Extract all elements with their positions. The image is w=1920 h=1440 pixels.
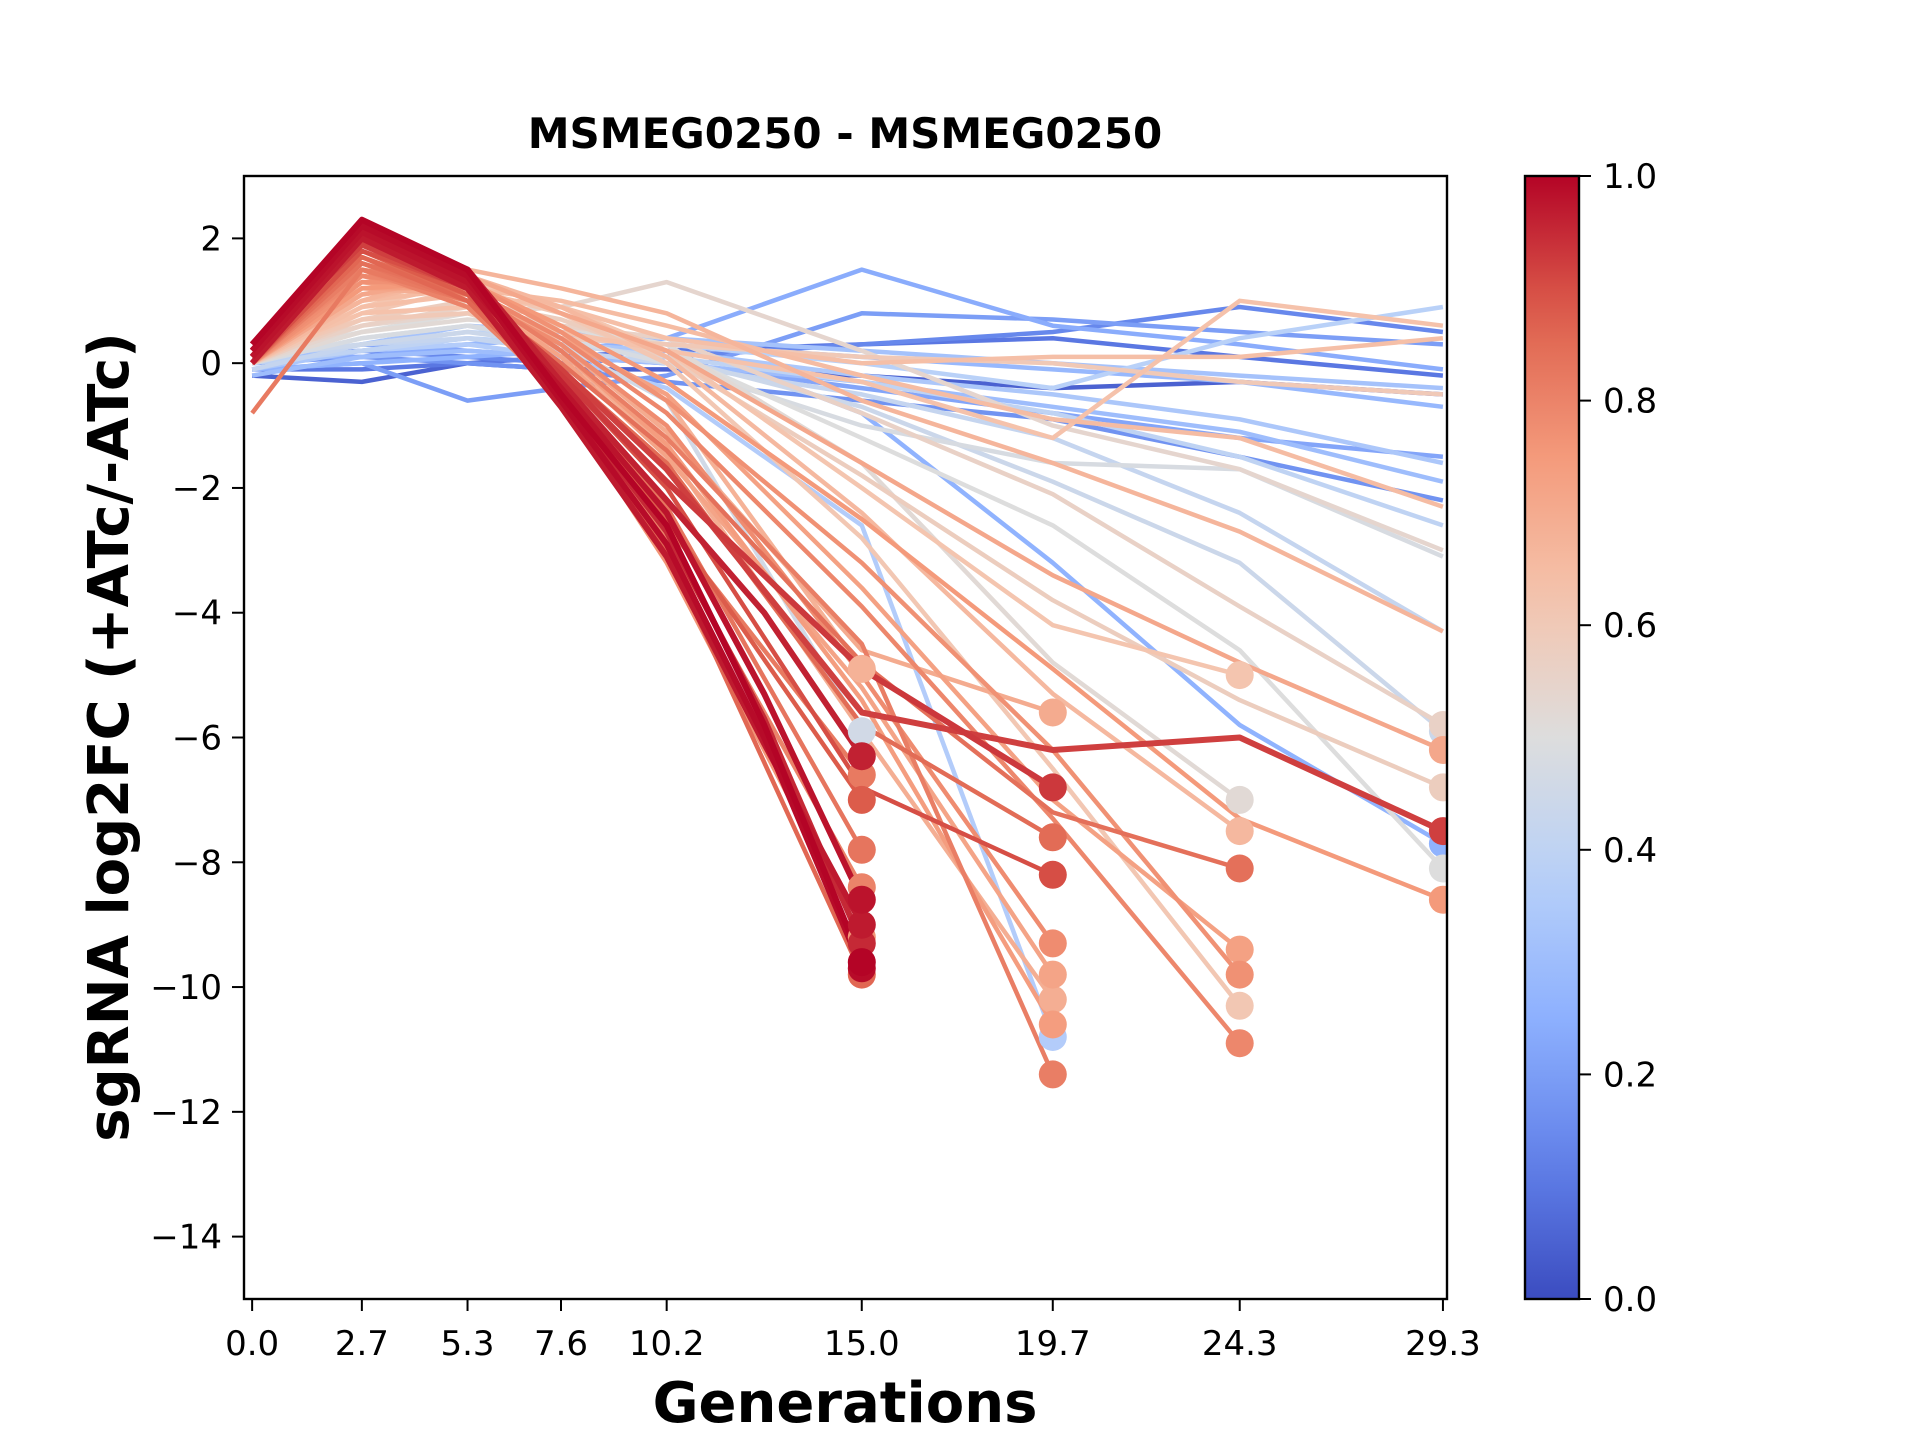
y-tick-label: 0 xyxy=(200,344,222,384)
colorbar-tick-label: 0.6 xyxy=(1603,606,1657,646)
series-endpoint-marker xyxy=(1225,661,1254,690)
series-line xyxy=(249,229,865,901)
y-tick-label: −12 xyxy=(150,1093,222,1133)
series-endpoint-marker xyxy=(1038,1060,1067,1089)
series-endpoint-marker xyxy=(1225,785,1254,814)
series-endpoint-marker xyxy=(847,835,876,864)
y-tick-label: −8 xyxy=(172,843,222,883)
series-endpoint-marker xyxy=(1428,854,1447,883)
series-endpoint-marker xyxy=(1225,817,1254,846)
colorbar-tick-label: 0.2 xyxy=(1603,1055,1657,1095)
x-axis-label: Generations xyxy=(653,1371,1038,1436)
x-tick-label: 7.6 xyxy=(534,1324,588,1364)
x-tick-label: 24.3 xyxy=(1202,1324,1278,1364)
x-tick-label: 2.7 xyxy=(335,1324,389,1364)
y-tick-label: 2 xyxy=(200,219,222,259)
series-line xyxy=(251,317,1242,802)
series-endpoint-marker xyxy=(1038,773,1067,802)
series-endpoint-marker xyxy=(847,885,876,914)
series-endpoint-marker xyxy=(1038,1010,1067,1039)
colorbar-tick-label: 1.0 xyxy=(1603,157,1657,197)
y-tick-label: −4 xyxy=(172,594,222,634)
series-endpoint-marker xyxy=(1225,935,1254,964)
series-line xyxy=(251,286,1242,1008)
x-tick-label: 0.0 xyxy=(225,1324,279,1364)
series-endpoint-marker xyxy=(1038,698,1067,727)
y-tick-label: −10 xyxy=(150,968,222,1008)
colorbar-axis: 0.0 0.2 0.4 0.6 0.8 1.0 xyxy=(1579,157,1657,1320)
series-line xyxy=(251,292,1444,366)
series-endpoint-marker xyxy=(847,742,876,771)
series-line xyxy=(250,241,1445,834)
series-endpoint-marker xyxy=(1225,854,1254,883)
y-tick-label: −6 xyxy=(172,719,222,759)
y-axis: 2 0 −2 −4 −6 −8 −10 −12 −14 xyxy=(150,219,244,1258)
series-line xyxy=(251,311,1444,403)
series-line xyxy=(250,261,1241,871)
series-line xyxy=(250,279,1242,977)
series-endpoint-marker xyxy=(1428,711,1447,739)
series-endpoint-marker xyxy=(1428,736,1447,764)
series-endpoint-marker xyxy=(847,654,876,683)
y-axis-label: sgRNA log2FC (+ATc/-ATc) xyxy=(77,332,142,1142)
colorbar-tick-label: 0.0 xyxy=(1603,1280,1657,1320)
series-endpoint-marker xyxy=(847,717,876,746)
x-tick-label: 29.3 xyxy=(1405,1324,1481,1364)
series-line xyxy=(251,311,1444,397)
colorbar xyxy=(1523,174,1581,1301)
series-endpoint-marker xyxy=(1225,1029,1254,1058)
y-tick-label: −14 xyxy=(150,1218,222,1258)
series-endpoint-marker xyxy=(1038,929,1067,958)
series-endpoint-marker xyxy=(847,910,876,939)
x-axis: 0.0 2.7 5.3 7.6 10.2 15.0 19.7 24.3 29.3 xyxy=(225,1299,1481,1364)
x-tick-label: 19.7 xyxy=(1015,1324,1091,1364)
series-line xyxy=(251,286,1444,509)
series-endpoint-marker xyxy=(1225,991,1254,1020)
colorbar-tick-label: 0.8 xyxy=(1603,382,1657,422)
series-endpoint-marker xyxy=(1038,985,1067,1014)
series-line xyxy=(249,216,865,964)
series-endpoint-marker xyxy=(1038,860,1067,889)
x-tick-label: 15.0 xyxy=(824,1324,900,1364)
x-tick-label: 5.3 xyxy=(440,1324,494,1364)
chart-title: MSMEG0250 - MSMEG0250 xyxy=(528,109,1162,158)
colorbar-tick-label: 0.4 xyxy=(1603,831,1657,871)
series-endpoint-marker xyxy=(1428,773,1447,802)
series-endpoint-marker xyxy=(847,785,876,814)
series-endpoint-marker xyxy=(1225,960,1254,989)
series-line xyxy=(249,222,865,970)
series-endpoint-marker xyxy=(1038,960,1067,989)
plot-area xyxy=(249,216,1447,1089)
series-endpoint-marker xyxy=(847,948,876,977)
x-tick-label: 10.2 xyxy=(629,1324,705,1364)
y-tick-label: −2 xyxy=(172,469,222,509)
series-endpoint-marker xyxy=(1038,823,1067,852)
series-endpoint-marker xyxy=(1428,885,1447,914)
series-endpoint-marker xyxy=(1428,817,1447,846)
